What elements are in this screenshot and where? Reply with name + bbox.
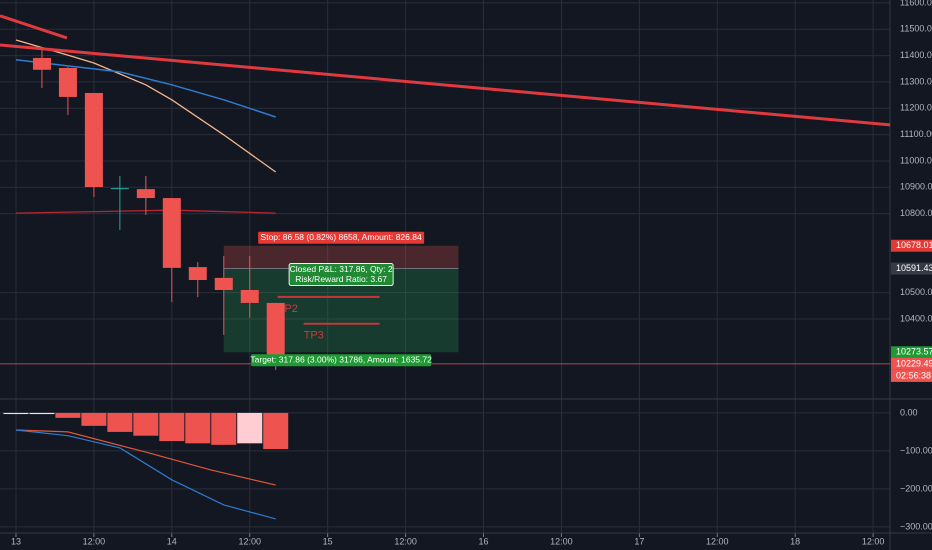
- y-tick-label: 0.00: [900, 407, 918, 417]
- y-tick-label: 11100.00: [900, 129, 932, 139]
- y-tick-label: 11400.00: [900, 50, 932, 60]
- y-tick-label: 11500.00: [900, 24, 932, 34]
- x-tick-label: 16: [478, 536, 488, 546]
- position-label: Risk/Reward Ratio: 3.67: [295, 274, 387, 284]
- y-tick-label: 10900.00: [900, 182, 932, 192]
- candle-body: [84, 92, 103, 188]
- x-tick-label: 12:00: [862, 536, 885, 546]
- x-tick-label: 13: [11, 536, 21, 546]
- y-tick-label: 11200.00: [900, 103, 932, 113]
- histogram-bar: [263, 412, 289, 450]
- oscillator-line: [15, 429, 276, 520]
- histogram-bar: [81, 412, 107, 426]
- y-tick-label: −100.00: [900, 445, 932, 455]
- histogram-bar: [29, 412, 55, 415]
- y-tick-label: 11600.00: [900, 0, 932, 7]
- y-tick-label: 11300.00: [900, 76, 932, 86]
- candle-body: [136, 189, 155, 199]
- x-tick-label: 12:00: [238, 536, 261, 546]
- histogram-bar: [133, 412, 159, 436]
- candle-body: [110, 188, 129, 190]
- price-tag-label: 10678.01: [896, 240, 932, 250]
- candle-body: [188, 267, 207, 280]
- y-tick-label: −200.00: [900, 483, 932, 493]
- candle-body: [32, 57, 51, 70]
- price-tag: [891, 262, 932, 275]
- price-tag-label: 10591.43: [896, 263, 932, 273]
- y-tick-label: 11000.00: [900, 155, 932, 165]
- position-label: Stop: 86.58 (0.82%) 8658, Amount: 826.84: [261, 232, 422, 242]
- x-tick-label: 15: [323, 536, 333, 546]
- candle-body: [162, 198, 181, 268]
- price-tag: [891, 357, 932, 370]
- x-tick-label: 17: [634, 536, 644, 546]
- y-tick-label: −300.00: [900, 521, 932, 531]
- indicator-line: [0, 43, 891, 127]
- stop-zone: [223, 245, 459, 269]
- x-tick-label: 12:00: [706, 536, 729, 546]
- y-tick-label: 10400.00: [900, 313, 932, 323]
- indicator-line: [15, 39, 277, 173]
- label-box: [251, 354, 432, 367]
- countdown: 02:56:38: [896, 370, 931, 380]
- histogram-bar: [107, 412, 133, 432]
- price-tag-label: 10273.57: [896, 347, 932, 357]
- price-tag: [891, 239, 932, 252]
- oscillator-line: [15, 429, 276, 486]
- x-tick-label: 12:00: [550, 536, 573, 546]
- tp-label: TP3: [304, 330, 324, 342]
- label-box: [258, 231, 425, 244]
- position-label: Target: 317.86 (3.00%) 31786, Amount: 16…: [250, 355, 432, 365]
- y-tick-label: 10800.00: [900, 208, 932, 218]
- candle-body: [58, 67, 77, 97]
- price-tag-label: 10229.49: [896, 358, 932, 368]
- histogram-bar: [55, 412, 81, 418]
- histogram-bar: [237, 412, 263, 444]
- indicator-line: [15, 59, 276, 118]
- label-box: [288, 263, 394, 287]
- histogram-bar: [185, 412, 211, 444]
- x-tick-label: 12:00: [394, 536, 417, 546]
- histogram-bar: [3, 412, 29, 415]
- histogram-bar: [159, 412, 185, 442]
- position-label: Closed P&L: 317.86, Qty: 2: [290, 264, 393, 274]
- histogram-bar: [211, 412, 237, 445]
- candle-body: [266, 302, 285, 364]
- x-tick-label: 18: [790, 536, 800, 546]
- indicator-line: [0, 14, 68, 40]
- countdown-box: [891, 369, 932, 382]
- candle-body: [240, 290, 259, 303]
- y-tick-label: 10500.00: [900, 287, 932, 297]
- candle-body: [214, 277, 233, 291]
- x-tick-label: 12:00: [83, 536, 106, 546]
- x-tick-label: 14: [167, 536, 177, 546]
- price-tag: [891, 346, 932, 359]
